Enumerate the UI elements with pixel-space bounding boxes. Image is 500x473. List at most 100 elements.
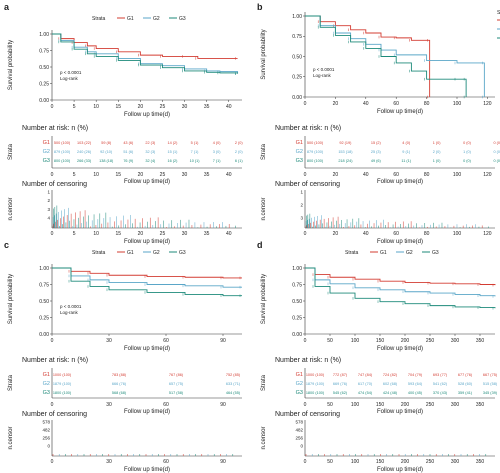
risk-cell: 7 (1) [191, 150, 200, 154]
cens-x-tick-label: 60 [393, 231, 399, 237]
risk-x-tick-label: 40 [226, 172, 232, 178]
risk-cell: 800 (100) [307, 159, 324, 163]
cens-y-tick-label: 578 [42, 420, 50, 425]
cens-y-tick-label: 4 [47, 216, 50, 221]
legend-title: Strata [92, 250, 106, 256]
y-tick-label: 0.00 [39, 332, 49, 338]
risk-cell: 879 (100) [54, 150, 71, 154]
risk-x-tick-label: 20 [138, 172, 144, 178]
cens-x-tick-label: 300 [451, 459, 460, 465]
x-tick-label: 0 [304, 101, 307, 107]
risk-cell: 32 (3) [145, 150, 156, 154]
risk-cell: 1800 (100) [306, 391, 325, 395]
cens-y-tick-label: 482 [42, 428, 50, 433]
risk-x-tick-label: 300 [451, 402, 460, 408]
risk-cell: 2 (0) [433, 150, 442, 154]
x-tick-label: 90 [220, 338, 226, 344]
cens-x-tick-label: 40 [226, 231, 232, 237]
cens-x-tick-label: 350 [476, 459, 485, 465]
panel-letter: a [4, 2, 10, 12]
x-tick-label: 50 [327, 338, 333, 344]
km-curve-g2 [52, 267, 242, 288]
km-curve-g3 [52, 267, 242, 297]
x-tick-label: 30 [182, 104, 188, 110]
risk-cell: 400 (45) [408, 391, 423, 395]
cens-y-tick-label: 3 [47, 207, 50, 212]
risk-cell: 724 (82) [383, 373, 398, 377]
km-curve-g1 [305, 15, 431, 97]
legend-title: Strata [345, 250, 359, 256]
risk-cell: 2 (0) [235, 141, 244, 145]
risk-cell: 5 (1) [191, 141, 200, 145]
cens-x-tick-label: 0 [304, 459, 307, 465]
risk-cell: 92 (10) [100, 150, 113, 154]
cens-x-tick-label: 5 [73, 231, 76, 237]
risk-cell: 15 (1) [168, 150, 179, 154]
cens-x-tick-label: 250 [426, 459, 435, 465]
risk-cell: 43 (6) [123, 141, 134, 145]
risk-x-tick-label: 25 [160, 172, 166, 178]
legend-label-g3: G3 [179, 250, 186, 256]
legend-label-g2: G2 [406, 250, 413, 256]
y-tick-label: 1.00 [39, 266, 49, 272]
risk-table-title: Number at risk: n (%) [22, 125, 88, 132]
risk-row-label-g2: G2 [296, 149, 303, 155]
cens-x-tick-label: 100 [351, 459, 360, 465]
risk-cell: 747 (84) [358, 373, 373, 377]
risk-cell: 76 (9) [123, 159, 134, 163]
cens-y-tick-label: 482 [295, 428, 303, 433]
risk-cell: 9 (1) [402, 150, 411, 154]
risk-cell: 22 (3) [145, 141, 156, 145]
panel-letter: b [257, 2, 263, 12]
risk-cell: 1 (0) [463, 150, 472, 154]
risk-cell: 474 (54) [358, 391, 373, 395]
risk-row-label-g2: G2 [43, 149, 50, 155]
x-tick-label: 120 [483, 101, 492, 107]
y-tick-label: 1.00 [292, 14, 302, 20]
risk-cell: 767 (86) [169, 373, 184, 377]
risk-cell: 633 (71) [226, 382, 241, 386]
censoring-title: Number of censoring [22, 181, 87, 188]
cens-x-title: Follow up time(d) [377, 467, 423, 473]
legend-label-g2: G2 [153, 250, 160, 256]
risk-cell: 593 (64) [408, 382, 423, 386]
risk-x-tick-label: 50 [327, 402, 333, 408]
x-tick-label: 5 [73, 104, 76, 110]
cens-y-tick-label: 1 [300, 190, 303, 195]
risk-cell: 6 (1) [235, 159, 244, 163]
legend-title: Strata [92, 16, 106, 22]
x-tick-label: 35 [204, 104, 210, 110]
legend-label-g3: G3 [432, 250, 439, 256]
panel-letter: d [257, 240, 263, 250]
risk-x-tick-label: 0 [51, 172, 54, 178]
risk-cell: 602 (68) [383, 382, 398, 386]
risk-x-tick-label: 30 [106, 402, 112, 408]
cens-y-tick-label: 256 [42, 436, 50, 441]
cens-y-title: n.censor [261, 197, 267, 220]
risk-cell: 359 (41) [458, 391, 473, 395]
panel-c: c Strata G1 G2 G3 0.00 0.25 0.50 0.75 1.00 0 30 60 90… [4, 240, 242, 473]
x-tick-label: 40 [363, 101, 369, 107]
risk-cell: 545 (62) [333, 391, 348, 395]
x-tick-label: 0 [51, 104, 54, 110]
cens-x-title: Follow up time(d) [124, 467, 170, 473]
x-tick-label: 40 [226, 104, 232, 110]
km-curve-g3 [305, 267, 496, 309]
risk-x-tick-label: 120 [483, 172, 492, 178]
risk-table-title: Number at risk: n (%) [275, 357, 341, 364]
cens-x-tick-label: 35 [204, 231, 210, 237]
y-tick-label: 0.75 [39, 48, 49, 54]
risk-cell: 4 (0) [213, 141, 222, 145]
risk-cell: 666 (76) [112, 382, 127, 386]
x-tick-label: 60 [163, 338, 169, 344]
risk-row-label-g3: G3 [296, 390, 303, 396]
km-curve-g1 [305, 267, 496, 286]
y-tick-label: 0.25 [39, 315, 49, 321]
risk-cell: 1879 (100) [53, 382, 72, 386]
cens-x-tick-label: 20 [138, 231, 144, 237]
risk-x-tick-label: 5 [73, 172, 76, 178]
cens-x-tick-label: 25 [160, 231, 166, 237]
risk-cell: 14 (2) [168, 141, 179, 145]
risk-x-tick-label: 200 [401, 402, 410, 408]
